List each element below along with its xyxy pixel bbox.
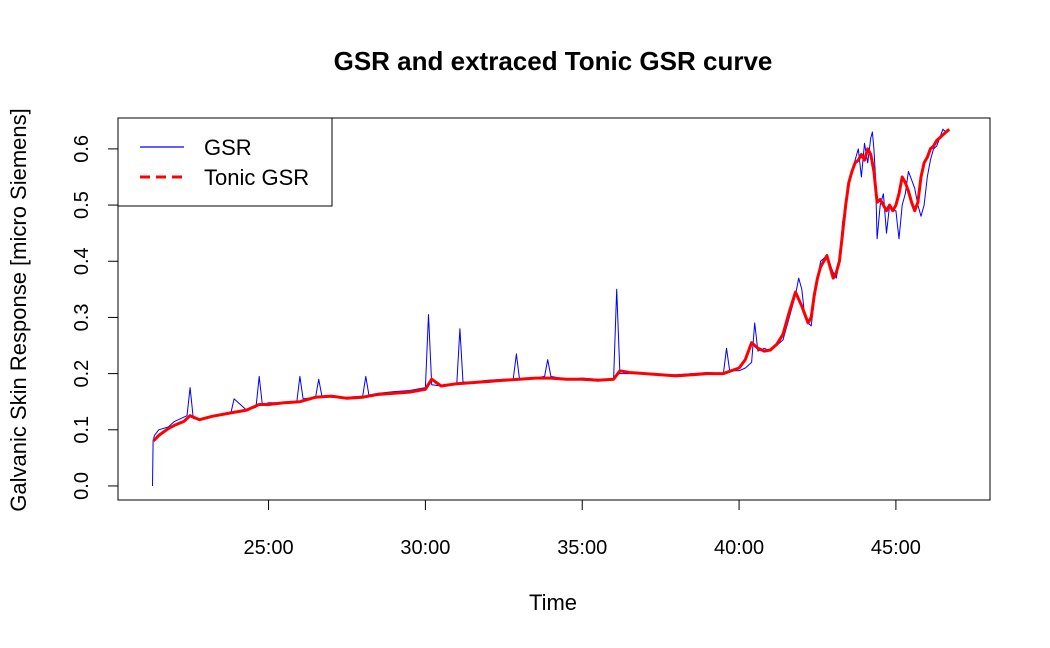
legend-label-gsr: GSR: [204, 135, 252, 160]
plot-frame: [117, 117, 991, 501]
legend-box: [117, 117, 333, 207]
x-tick-label: 35:00: [557, 537, 607, 559]
y-tick-label: 0.3: [71, 304, 93, 332]
series-layer: [152, 128, 951, 487]
x-axis: 25:00 30:00 35:00 40:00 45:00: [244, 499, 921, 559]
x-tick-label: 45:00: [871, 537, 921, 559]
y-tick-label: 0.5: [71, 191, 93, 219]
y-tick-label: 0.1: [71, 416, 93, 444]
x-tick-label: 25:00: [244, 537, 294, 559]
x-axis-label: Time: [529, 590, 577, 615]
series-line-tonic-gsr: [152, 128, 951, 443]
y-axis-label: Galvanic Skin Response [micro Siemens]: [6, 108, 31, 512]
y-tick-label: 0.4: [71, 247, 93, 275]
x-tick-label: 30:00: [400, 537, 450, 559]
legend: GSR Tonic GSR: [117, 117, 333, 207]
y-tick-label: 0.6: [71, 135, 93, 163]
y-tick-label: 0.2: [71, 360, 93, 388]
y-tick-label: 0.0: [71, 472, 93, 500]
y-axis: 0.0 0.1 0.2 0.3 0.4 0.5 0.6: [71, 135, 119, 500]
chart-title: GSR and extraced Tonic GSR curve: [334, 46, 773, 76]
x-tick-label: 40:00: [714, 537, 764, 559]
legend-label-tonic-gsr: Tonic GSR: [204, 165, 309, 190]
